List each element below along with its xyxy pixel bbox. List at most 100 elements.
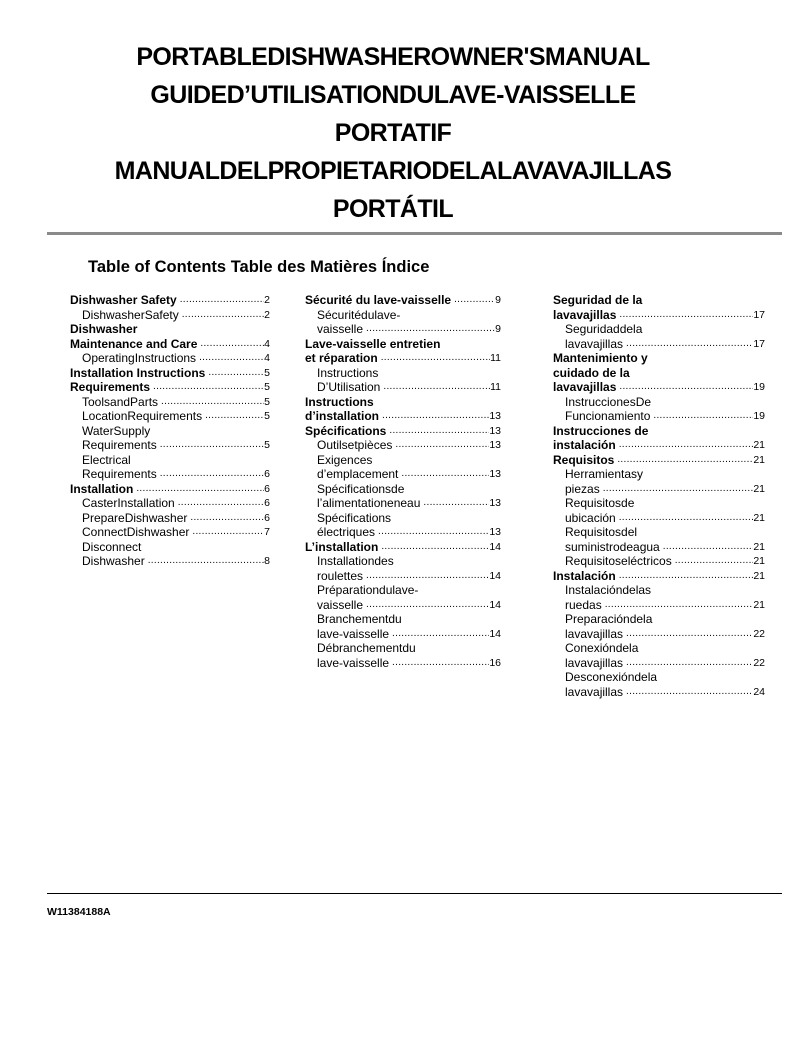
- dot-leader: ........................................…: [383, 381, 490, 392]
- toc-entry-label: lavavajillas: [565, 626, 624, 641]
- toc-entry[interactable]: Requisitos..............................…: [553, 453, 765, 468]
- toc-entry[interactable]: Electrical Requirements..................…: [70, 453, 270, 482]
- toc-entry[interactable]: Requisitoseléctricos....................…: [553, 554, 765, 569]
- toc-entry[interactable]: Instructions d’installation..............…: [305, 395, 501, 424]
- toc-page-number: 14: [489, 627, 501, 640]
- toc-page-number: 24: [753, 685, 765, 698]
- toc-entry[interactable]: LocationRequirements....................…: [70, 409, 270, 424]
- toc-entry[interactable]: CasterInstallation......................…: [70, 496, 270, 511]
- toc-entry-label: Sécuritédulave-: [317, 307, 401, 322]
- dot-leader: ........................................…: [161, 395, 264, 407]
- toc-page-number: 13: [489, 410, 501, 422]
- toc-entry[interactable]: Outilsetpièces..........................…: [305, 438, 501, 453]
- toc-entry[interactable]: Débranchementdu lave-vaisselle...........…: [305, 641, 501, 670]
- toc-entry-label: Installation Instructions: [70, 365, 206, 380]
- toc-column-french: Sécurité du lave-vaisselle..............…: [305, 293, 501, 670]
- dot-leader: ........................................…: [604, 598, 754, 610]
- toc-entry-label: Installationdes: [317, 554, 394, 568]
- toc-entry-label: Disconnect: [82, 539, 142, 554]
- toc-page-number: 11: [490, 381, 501, 393]
- toc-entry[interactable]: Spécifications électriques...............…: [305, 511, 501, 540]
- toc-page-number: 19: [753, 410, 765, 422]
- toc-entry-label: instalación: [553, 438, 616, 452]
- toc-entry[interactable]: InstruccionesDe Funcionamiento...........…: [553, 395, 765, 424]
- toc-entry[interactable]: DishwasherSafety........................…: [70, 308, 270, 323]
- toc-entry-label: lavavajillas: [565, 684, 624, 699]
- toc-entry[interactable]: Instalacióndelas ruedas..................…: [553, 583, 765, 612]
- toc-entry[interactable]: Requisitosde ubicación...................…: [553, 496, 765, 525]
- toc-entry-label: CasterInstallation: [82, 496, 175, 510]
- toc-entry[interactable]: Requirements............................…: [70, 380, 270, 395]
- toc-page-number: 22: [753, 627, 765, 640]
- toc-entry[interactable]: Desconexióndela lavavajillas.............…: [553, 670, 765, 699]
- toc-entry-label: lavavajillas: [553, 380, 617, 394]
- toc-page-number: 19: [753, 381, 765, 393]
- toc-page-number: 14: [489, 569, 501, 582]
- toc-entry-label: Instructions: [317, 365, 379, 380]
- toc-entry[interactable]: Disconnect Dishwasher....................…: [70, 540, 270, 569]
- toc-entry[interactable]: Conexióndela lavavajillas................…: [553, 641, 765, 670]
- toc-entry[interactable]: Instructions D’Utilisation...............…: [305, 366, 501, 395]
- toc-entry[interactable]: Branchementdu lave-vaisselle.............…: [305, 612, 501, 641]
- toc-entry[interactable]: WaterSupply Requirements.................…: [70, 424, 270, 453]
- toc-page-number: 8: [264, 555, 270, 567]
- toc-entry[interactable]: Herramientasy piezas.....................…: [553, 467, 765, 496]
- toc-entry[interactable]: Mantenimiento y cuidado de la lavavajillas…: [553, 351, 765, 395]
- toc-entry-label: Herramientasy: [565, 467, 644, 481]
- toc-entry-label: roulettes: [317, 568, 364, 583]
- toc-entry[interactable]: Seguridad de la lavavajillas.............…: [553, 293, 765, 322]
- toc-entry[interactable]: Spécifications..........................…: [305, 424, 501, 439]
- toc-entry[interactable]: Lave-vaisselle entretien et réparation...…: [305, 337, 501, 366]
- toc-entry[interactable]: Installationdes roulettes................…: [305, 554, 501, 583]
- toc-entry[interactable]: Instrucciones de instalación.............…: [553, 424, 765, 453]
- toc-entry-label: Funcionamiento: [565, 409, 651, 423]
- toc-entry-label: Preparacióndela: [565, 612, 653, 626]
- toc-entry[interactable]: Requisitosdel suministrodeagua...........…: [553, 525, 765, 554]
- toc-entry-label: Requisitosdel: [565, 525, 638, 539]
- dot-leader: ........................................…: [378, 526, 489, 537]
- toc-entry[interactable]: PrepareDishwasher.......................…: [70, 511, 270, 526]
- toc-entry-label: Débranchementdu: [317, 641, 416, 655]
- dot-leader: ........................................…: [653, 410, 753, 421]
- toc-entry[interactable]: Dishwasher Safety.......................…: [70, 293, 270, 308]
- dot-leader: ........................................…: [136, 482, 264, 494]
- toc-entry[interactable]: Instalación.............................…: [553, 569, 765, 584]
- dot-leader: ........................................…: [626, 685, 753, 697]
- toc-entry[interactable]: ToolsandParts...........................…: [70, 395, 270, 410]
- toc-entry[interactable]: Sécurité du lave-vaisselle..............…: [305, 293, 501, 308]
- toc-entry-label: Instalación: [553, 568, 616, 583]
- toc-entry[interactable]: Seguridaddela lavavajillas...............…: [553, 322, 765, 351]
- toc-entry-label: LocationRequirements: [82, 409, 203, 423]
- title-line-fr: GUIDED’UTILISATIONDULAVE-VAISSELLE: [150, 81, 636, 109]
- toc-entry[interactable]: OperatingInstructions...................…: [70, 351, 270, 366]
- toc-entry-label: et réparation: [305, 351, 378, 365]
- toc-page-number: 4: [264, 352, 270, 364]
- toc-entry-label: lavavajillas: [565, 655, 624, 670]
- toc-page-number: 21: [753, 453, 765, 466]
- toc-page-number: 6: [264, 511, 270, 524]
- toc-entry[interactable]: Installation............................…: [70, 482, 270, 497]
- toc-entry[interactable]: L’installation..........................…: [305, 540, 501, 555]
- dot-leader: ........................................…: [382, 410, 490, 421]
- toc-entry[interactable]: Preparacióndela lavavajillas.............…: [553, 612, 765, 641]
- toc-entry[interactable]: Spécificationsde l’alimentationeneau.....…: [305, 482, 501, 511]
- title-line-es: MANUALDELPROPIETARIODELALAVAVAJILLAS: [114, 157, 672, 185]
- toc-entry[interactable]: Sécuritédulave-vaisselle................…: [305, 308, 501, 337]
- toc-entry-label: Instrucciones de: [553, 423, 649, 438]
- toc-page-number: 14: [489, 540, 501, 553]
- toc-entry[interactable]: Dishwasher Maintenance and Care..........…: [70, 322, 270, 351]
- toc-page-number: 21: [753, 555, 765, 567]
- toc-entry[interactable]: ConnectDishwasher.......................…: [70, 525, 270, 540]
- toc-entry-label: Mantenimiento y: [553, 351, 648, 365]
- toc-entry-label: Requisitoseléctricos: [565, 554, 672, 568]
- toc-entry[interactable]: Installation Instructions...............…: [70, 366, 270, 381]
- toc-entry-label: ToolsandParts: [82, 394, 159, 409]
- toc-entry-label: Spécifications: [305, 423, 387, 438]
- toc-page-number: 13: [489, 497, 501, 509]
- toc-page-number: 9: [495, 323, 501, 335]
- toc-entry-label: PrepareDishwasher: [82, 510, 188, 525]
- manual-title: PORTABLEDISHWASHEROWNER'SMANUAL GUIDED’U…: [0, 38, 786, 228]
- toc-entry[interactable]: Préparationdulave-vaisselle.............…: [305, 583, 501, 612]
- toc-entry[interactable]: Exigences d’emplacement..................…: [305, 453, 501, 482]
- toc-entry-label: Spécifications: [317, 510, 392, 525]
